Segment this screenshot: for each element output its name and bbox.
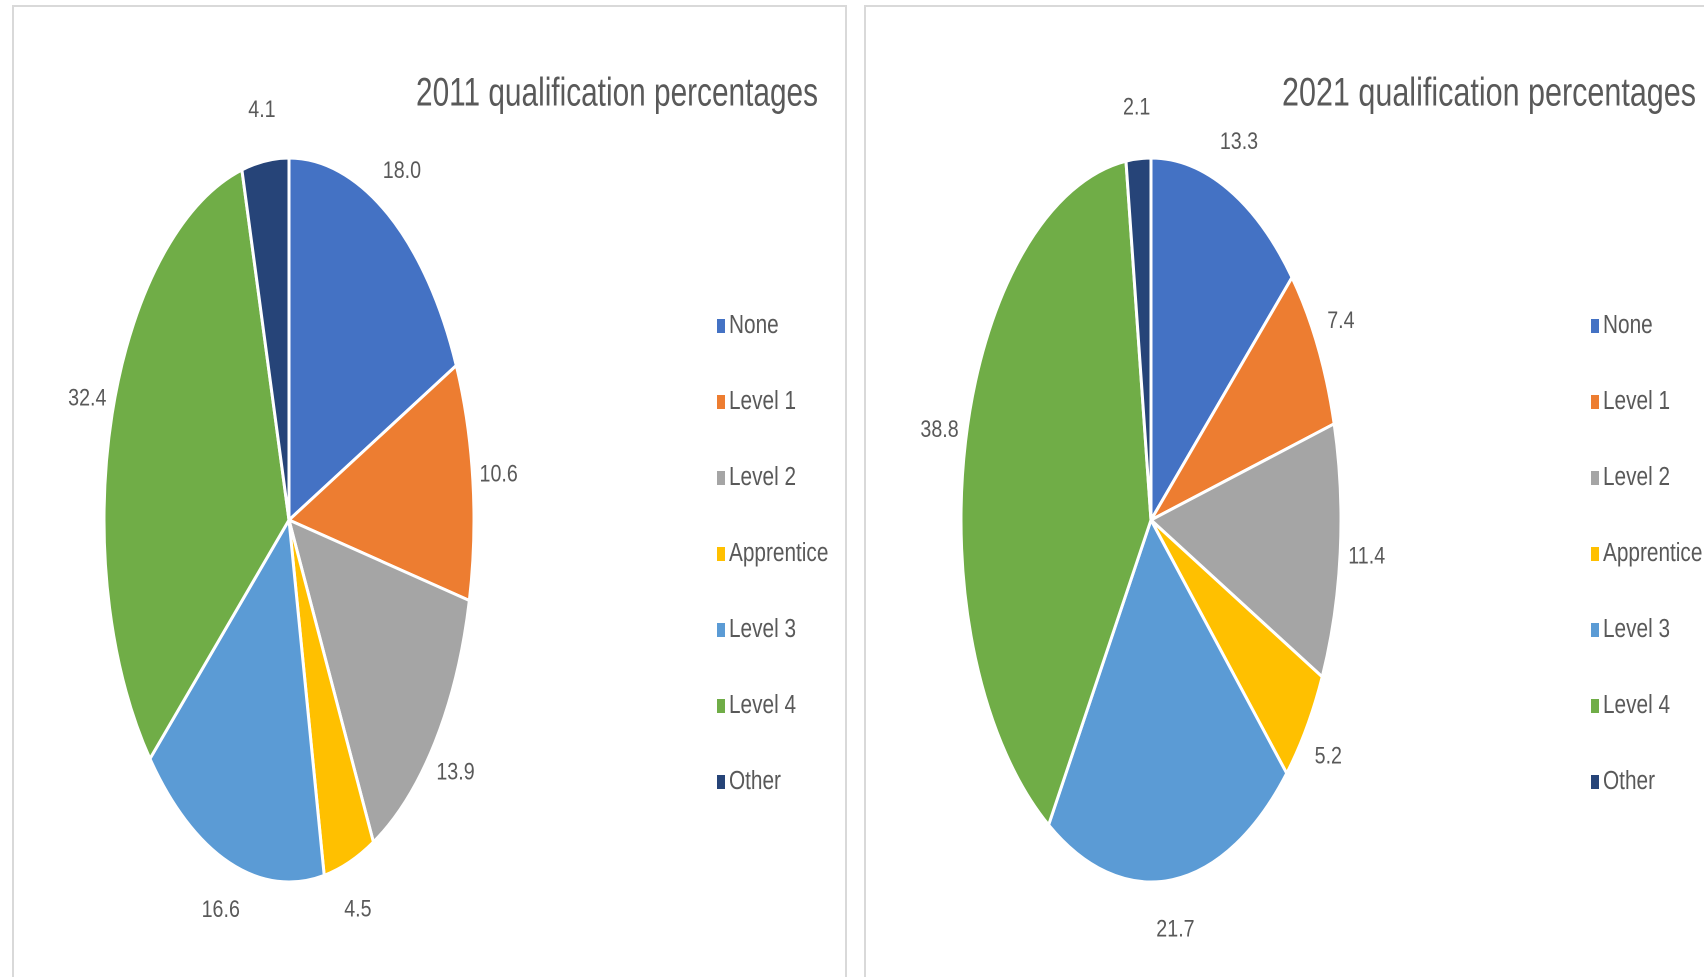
legend-label: Apprentice xyxy=(1603,538,1702,567)
data-label: 21.7 xyxy=(1156,915,1194,942)
pie-slice xyxy=(240,156,291,521)
legend-label: Level 2 xyxy=(729,462,796,491)
data-label: 18.0 xyxy=(383,156,421,183)
pie-slice xyxy=(287,156,458,524)
legend-swatch xyxy=(717,547,725,561)
legend-swatch xyxy=(1591,623,1599,637)
data-label: 13.3 xyxy=(1220,127,1258,154)
data-label: 2.1 xyxy=(1123,93,1150,120)
legend-swatch xyxy=(1591,547,1599,561)
data-label: 38.8 xyxy=(920,415,958,442)
legend-swatch xyxy=(717,699,725,713)
legend-label: Level 1 xyxy=(1603,386,1670,415)
legend-label: Level 4 xyxy=(1603,690,1670,719)
pie-slice xyxy=(1147,274,1336,524)
pie-slice xyxy=(286,362,476,603)
pie-slice xyxy=(959,159,1153,828)
chart-title: 2011 qualification percentages xyxy=(416,71,818,115)
legend-label: Apprentice xyxy=(729,538,828,567)
legend-label: Level 2 xyxy=(1603,462,1670,491)
legend-swatch xyxy=(717,623,725,637)
legend-swatch xyxy=(717,471,725,485)
data-label: 16.6 xyxy=(202,895,240,922)
legend-swatch xyxy=(717,395,725,409)
pie-slice xyxy=(286,517,471,846)
data-label: 13.9 xyxy=(436,758,474,785)
legend-swatch xyxy=(1591,775,1599,789)
data-label: 4.5 xyxy=(344,895,371,922)
chart-title: 2021 qualification percentages xyxy=(1282,71,1696,115)
legend-label: Other xyxy=(1603,766,1655,795)
pie-slice xyxy=(102,167,291,763)
legend-label: Other xyxy=(729,766,781,795)
pie-slice xyxy=(148,515,326,884)
pie-slice xyxy=(1148,421,1343,680)
data-label: 11.4 xyxy=(1348,541,1385,568)
legend-swatch xyxy=(717,775,725,789)
pie-slice xyxy=(1046,516,1289,884)
legend-label: Level 1 xyxy=(729,386,796,415)
data-label: 32.4 xyxy=(68,384,106,411)
legend-swatch xyxy=(1591,395,1599,409)
legend-label: Level 3 xyxy=(729,614,796,643)
legend-label: Level 3 xyxy=(1603,614,1670,643)
data-label: 5.2 xyxy=(1315,741,1342,768)
panel-border xyxy=(864,5,1704,977)
legend-label: Level 4 xyxy=(729,690,796,719)
pie-slice xyxy=(1124,156,1153,521)
panel-border xyxy=(12,5,847,977)
data-label: 4.1 xyxy=(248,95,275,122)
pie-slice xyxy=(1149,156,1294,526)
data-label: 10.6 xyxy=(480,460,518,487)
legend-swatch xyxy=(717,319,725,333)
data-label: 7.4 xyxy=(1327,306,1354,333)
legend-label: None xyxy=(729,310,779,339)
legend-label: None xyxy=(1603,310,1653,339)
legend-swatch xyxy=(1591,471,1599,485)
legend-swatch xyxy=(1591,319,1599,333)
legend-swatch xyxy=(1591,699,1599,713)
